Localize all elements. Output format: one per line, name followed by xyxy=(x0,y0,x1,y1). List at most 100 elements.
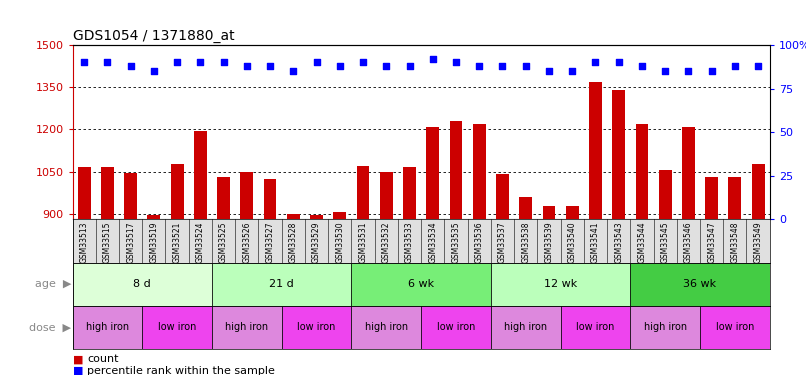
Text: GSM33541: GSM33541 xyxy=(591,222,600,263)
Text: GDS1054 / 1371880_at: GDS1054 / 1371880_at xyxy=(73,28,235,43)
Bar xyxy=(635,124,648,219)
Text: percentile rank within the sample: percentile rank within the sample xyxy=(87,366,275,375)
Bar xyxy=(194,131,207,219)
Text: GSM33519: GSM33519 xyxy=(149,222,158,263)
Text: high iron: high iron xyxy=(225,322,268,332)
Text: GSM33539: GSM33539 xyxy=(545,222,554,263)
Bar xyxy=(491,306,561,349)
Point xyxy=(287,68,300,74)
Point xyxy=(659,68,671,74)
Text: GSM33546: GSM33546 xyxy=(684,222,693,263)
Bar xyxy=(380,172,393,219)
Point xyxy=(356,60,369,66)
Text: age  ▶: age ▶ xyxy=(35,279,71,289)
Text: GSM33525: GSM33525 xyxy=(219,222,228,263)
Bar xyxy=(566,206,579,219)
Text: GSM33517: GSM33517 xyxy=(127,222,135,263)
Text: ■: ■ xyxy=(73,366,83,375)
Point xyxy=(450,60,463,66)
Bar xyxy=(351,306,421,349)
Point xyxy=(240,63,253,69)
Bar xyxy=(351,262,491,306)
Text: high iron: high iron xyxy=(364,322,408,332)
Bar xyxy=(287,214,300,219)
Bar xyxy=(491,262,630,306)
Text: high iron: high iron xyxy=(504,322,547,332)
Bar xyxy=(356,166,369,219)
Point xyxy=(101,60,114,66)
Text: GSM33543: GSM33543 xyxy=(614,222,623,263)
Point xyxy=(473,63,486,69)
Point xyxy=(334,63,347,69)
Bar xyxy=(613,90,625,219)
Point xyxy=(426,56,439,62)
Point xyxy=(171,60,184,66)
Bar xyxy=(630,262,770,306)
Text: dose  ▶: dose ▶ xyxy=(29,322,71,332)
Bar xyxy=(73,262,212,306)
Text: GSM33537: GSM33537 xyxy=(498,222,507,263)
Bar xyxy=(142,306,212,349)
Bar xyxy=(171,164,184,219)
Bar xyxy=(101,166,114,219)
Text: GSM33536: GSM33536 xyxy=(475,222,484,263)
Text: low iron: low iron xyxy=(297,322,336,332)
Bar xyxy=(659,170,671,219)
Bar xyxy=(403,166,416,219)
Bar xyxy=(282,306,351,349)
Text: GSM33533: GSM33533 xyxy=(405,222,414,263)
Point xyxy=(682,68,695,74)
Bar xyxy=(426,127,439,219)
Text: GSM33524: GSM33524 xyxy=(196,222,205,263)
Point xyxy=(310,60,323,66)
Bar xyxy=(682,127,695,219)
Point xyxy=(519,63,532,69)
Text: GSM33549: GSM33549 xyxy=(754,222,762,263)
Text: GSM33538: GSM33538 xyxy=(521,222,530,263)
Text: GSM33530: GSM33530 xyxy=(335,222,344,263)
Text: GSM33532: GSM33532 xyxy=(382,222,391,263)
Text: 8 d: 8 d xyxy=(133,279,152,289)
Point xyxy=(566,68,579,74)
Bar xyxy=(542,206,555,219)
Bar xyxy=(334,211,347,219)
Bar xyxy=(729,177,742,219)
Bar xyxy=(310,214,323,219)
Bar xyxy=(752,164,765,219)
Text: GSM33547: GSM33547 xyxy=(707,222,716,263)
Point xyxy=(264,63,276,69)
Bar xyxy=(240,172,253,219)
Bar xyxy=(73,306,143,349)
Point xyxy=(77,60,90,66)
Text: GSM33540: GSM33540 xyxy=(567,222,576,263)
Text: GSM33535: GSM33535 xyxy=(451,222,460,263)
Point xyxy=(403,63,416,69)
Point xyxy=(147,68,160,74)
Point xyxy=(752,63,765,69)
Point xyxy=(613,60,625,66)
Bar xyxy=(496,174,509,219)
Bar xyxy=(217,177,230,219)
Point xyxy=(194,60,207,66)
Bar xyxy=(561,306,630,349)
Point xyxy=(589,60,602,66)
Bar xyxy=(519,197,532,219)
Bar xyxy=(212,262,351,306)
Bar xyxy=(450,121,463,219)
Text: low iron: low iron xyxy=(158,322,197,332)
Text: GSM33534: GSM33534 xyxy=(428,222,437,263)
Point xyxy=(124,63,137,69)
Text: GSM33529: GSM33529 xyxy=(312,222,321,263)
Text: GSM33528: GSM33528 xyxy=(289,222,297,263)
Point xyxy=(496,63,509,69)
Text: GSM33545: GSM33545 xyxy=(661,222,670,263)
Bar xyxy=(264,180,276,219)
Text: 21 d: 21 d xyxy=(269,279,294,289)
Text: 12 wk: 12 wk xyxy=(544,279,577,289)
Text: GSM33527: GSM33527 xyxy=(266,222,275,263)
Bar xyxy=(700,306,770,349)
Text: GSM33531: GSM33531 xyxy=(359,222,368,263)
Text: 6 wk: 6 wk xyxy=(408,279,434,289)
Bar xyxy=(473,124,486,219)
Point xyxy=(729,63,742,69)
